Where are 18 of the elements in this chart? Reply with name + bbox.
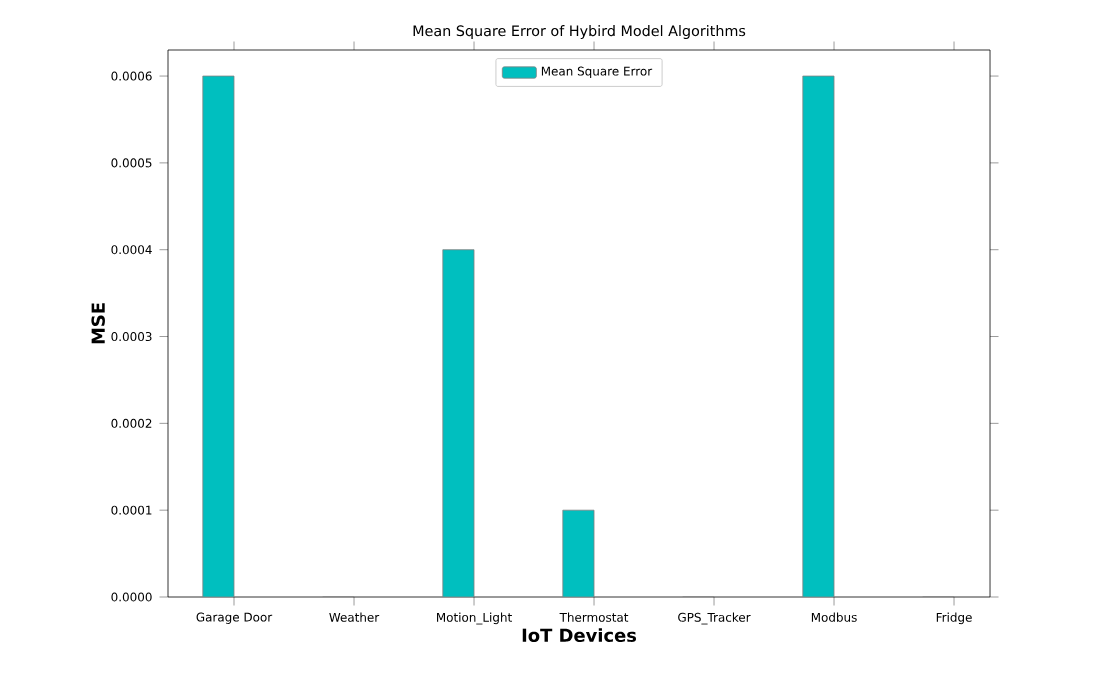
- x-tick-label: Fridge: [936, 612, 972, 625]
- y-tick-label: 0.0003: [111, 332, 152, 342]
- x-tick-label: GPS_Tracker: [678, 612, 751, 625]
- y-tick-label: 0.0001: [111, 505, 152, 515]
- x-tick-label: Thermostat: [559, 612, 629, 622]
- y-tick-label: 0.0006: [111, 71, 152, 81]
- chart-title: Mean Square Error of Hybird Model Algorithms: [413, 25, 746, 39]
- x-tick-label: Garage Door: [196, 612, 273, 624]
- legend-label: Mean Square Error: [541, 66, 653, 78]
- y-tick-label: 0.0004: [111, 245, 152, 255]
- y-axis-title: MSE: [91, 303, 105, 344]
- x-tick-label: Weather: [329, 612, 380, 622]
- y-tick-label: 0.0002: [111, 418, 152, 428]
- x-tick-label: Motion_Light: [437, 612, 512, 625]
- x-tick-label: Modbus: [811, 612, 857, 622]
- y-tick-label: 0.0000: [111, 592, 152, 602]
- y-tick-label: 0.0005: [111, 158, 152, 168]
- x-axis-title: IoT Devices: [522, 628, 637, 642]
